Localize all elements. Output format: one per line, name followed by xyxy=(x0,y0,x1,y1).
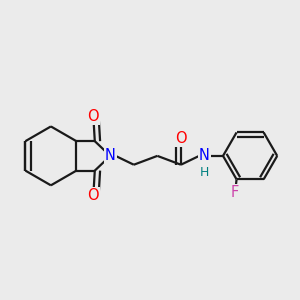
Text: H: H xyxy=(200,166,209,178)
Text: O: O xyxy=(88,109,99,124)
Text: N: N xyxy=(105,148,116,164)
Text: F: F xyxy=(231,185,239,200)
Text: N: N xyxy=(199,148,210,164)
Text: O: O xyxy=(175,131,187,146)
Text: O: O xyxy=(88,188,99,203)
